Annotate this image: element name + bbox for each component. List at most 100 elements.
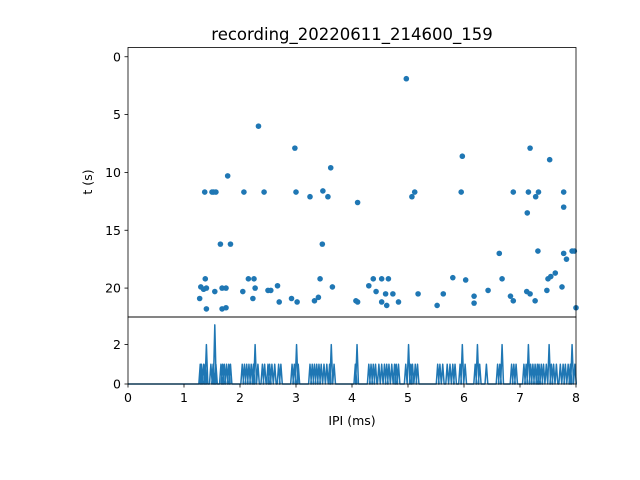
scatter-point bbox=[532, 193, 539, 200]
scatter-point bbox=[317, 276, 323, 282]
scatter-point bbox=[245, 276, 252, 282]
scatter-point bbox=[366, 282, 372, 289]
scatter-point bbox=[354, 199, 361, 206]
scatter-point bbox=[196, 295, 203, 302]
scatter-point bbox=[203, 285, 210, 291]
scatter-point bbox=[293, 189, 299, 195]
scatter-point bbox=[212, 288, 218, 295]
scatter-point bbox=[462, 277, 469, 283]
histogram-x-ticks: 0 1 2 3 4 5 6 7 8 bbox=[124, 384, 580, 405]
x-axis-label: IPI (ms) bbox=[328, 413, 375, 428]
scatter-point bbox=[378, 299, 385, 305]
scatter-point bbox=[370, 276, 377, 282]
scatter-point bbox=[251, 276, 257, 282]
scatter-point bbox=[560, 189, 567, 195]
scatter-point bbox=[227, 241, 234, 247]
x-tick-label: 1 bbox=[180, 390, 188, 405]
scatter-point bbox=[382, 291, 389, 297]
scatter-point bbox=[395, 299, 402, 305]
x-tick-label: 6 bbox=[460, 390, 468, 405]
histogram-axes-frame bbox=[127, 316, 577, 385]
scatter-point bbox=[224, 173, 231, 179]
scatter-point bbox=[320, 188, 326, 194]
scatter-point bbox=[319, 241, 326, 247]
x-tick-label: 2 bbox=[236, 390, 244, 405]
scatter-point bbox=[217, 241, 224, 247]
y-axis-label: t (s) bbox=[80, 169, 95, 194]
scatter-point bbox=[485, 287, 491, 294]
scatter-point bbox=[276, 299, 283, 305]
scatter-point bbox=[240, 288, 246, 295]
scatter-point bbox=[507, 293, 514, 299]
scatter-point bbox=[440, 291, 447, 297]
scatter-point bbox=[560, 250, 567, 257]
y-tick-label: 10 bbox=[105, 165, 121, 180]
scatter-point bbox=[499, 276, 505, 282]
scatter-point bbox=[390, 291, 396, 297]
scatter-point bbox=[385, 276, 392, 282]
scatter-point bbox=[545, 276, 551, 282]
scatter-point bbox=[510, 298, 517, 304]
y-tick-label: 0 bbox=[113, 377, 121, 392]
x-tick-label: 8 bbox=[572, 390, 580, 405]
scatter-point bbox=[219, 285, 225, 291]
scatter-point bbox=[292, 145, 298, 151]
scatter-point bbox=[403, 75, 410, 82]
scatter-point bbox=[315, 294, 322, 301]
x-tick-label: 5 bbox=[404, 390, 412, 405]
scatter-point bbox=[268, 287, 274, 294]
y-tick-label: 15 bbox=[105, 223, 121, 238]
scatter-point bbox=[325, 193, 331, 200]
scatter-point bbox=[202, 276, 209, 282]
scatter-point bbox=[415, 291, 421, 297]
scatter-point bbox=[213, 189, 219, 195]
scatter-point bbox=[223, 285, 229, 291]
scatter-point bbox=[450, 274, 456, 281]
scatter-point bbox=[223, 304, 229, 311]
scatter-point bbox=[459, 153, 466, 160]
scatter-point bbox=[255, 123, 262, 129]
scatter-point bbox=[373, 288, 379, 295]
scatter-point bbox=[409, 193, 415, 200]
y-tick-label: 0 bbox=[113, 49, 121, 64]
scatter-point bbox=[559, 284, 565, 290]
scatter-point bbox=[434, 302, 440, 309]
scatter-point bbox=[383, 302, 390, 309]
scatter-point bbox=[524, 210, 531, 216]
scatter-point bbox=[527, 291, 533, 297]
scatter-point bbox=[563, 256, 570, 262]
scatter-point bbox=[458, 189, 465, 195]
scatter-point bbox=[261, 189, 267, 195]
scatter-point bbox=[471, 300, 477, 306]
chart-title: recording_20220611_214600_159 bbox=[211, 25, 492, 45]
scatter-point bbox=[203, 306, 210, 312]
scatter-point bbox=[525, 189, 532, 195]
scatter-point bbox=[496, 250, 503, 257]
scatter-point bbox=[311, 298, 318, 304]
x-tick-label: 3 bbox=[292, 390, 300, 405]
scatter-point bbox=[288, 295, 295, 302]
scatter-point bbox=[552, 270, 559, 276]
scatter-point bbox=[411, 189, 418, 195]
scatter-point bbox=[250, 295, 256, 302]
scatter-point bbox=[535, 248, 541, 254]
histogram-y-ticks: 02 bbox=[113, 337, 128, 392]
scatter-point bbox=[307, 193, 313, 200]
scatter-point bbox=[354, 299, 361, 305]
scatter-point bbox=[532, 298, 538, 304]
x-tick-label: 0 bbox=[124, 390, 132, 405]
scatter-point bbox=[510, 189, 517, 195]
y-tick-label: 2 bbox=[113, 337, 121, 352]
scatter-point bbox=[535, 189, 542, 195]
scatter-point bbox=[252, 285, 258, 291]
scatter-point bbox=[471, 293, 477, 299]
scatter-point bbox=[527, 145, 533, 151]
scatter-panel: 0 5 10 15 20 recording_20220611_214600_159 t… bbox=[80, 25, 579, 318]
y-tick-label: 5 bbox=[113, 107, 121, 122]
x-tick-label: 4 bbox=[348, 390, 356, 405]
scatter-point bbox=[327, 164, 334, 171]
scatter-point bbox=[294, 299, 300, 305]
